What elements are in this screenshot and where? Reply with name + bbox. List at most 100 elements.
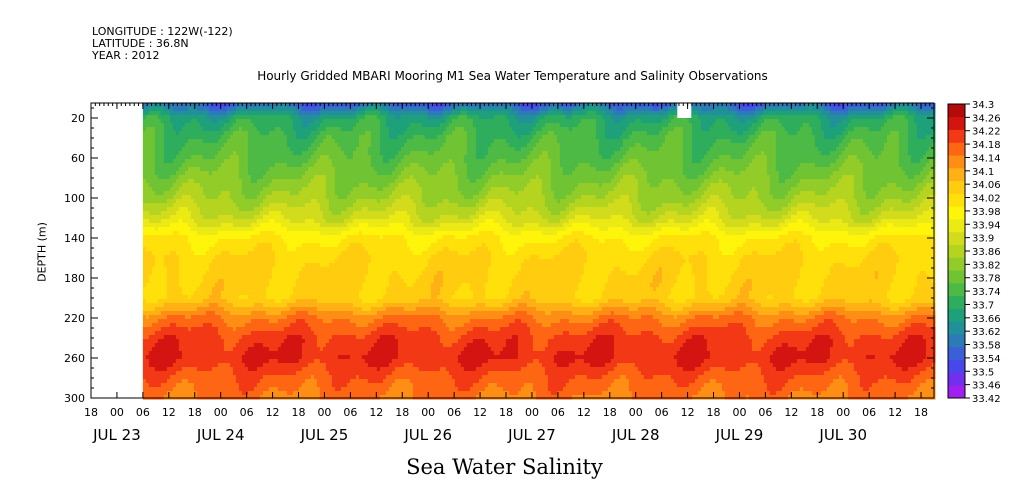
heatmap-cell	[226, 227, 231, 232]
heatmap-cell	[220, 323, 225, 328]
heatmap-cell	[229, 259, 234, 264]
heatmap-cell	[160, 383, 165, 388]
heatmap-cell	[187, 219, 192, 224]
heatmap-cell	[187, 395, 192, 400]
heatmap-cell	[217, 315, 222, 320]
heatmap-cell	[157, 315, 162, 320]
heatmap-cell	[184, 243, 189, 248]
heatmap-cell	[181, 339, 186, 344]
heatmap-cell	[142, 227, 147, 232]
heatmap-cell	[193, 367, 198, 372]
heatmap-cell	[157, 127, 162, 132]
heatmap-cell	[151, 111, 156, 116]
heatmap-cell	[166, 375, 171, 380]
heatmap-cell	[175, 259, 180, 264]
heatmap-cell	[232, 179, 237, 184]
heatmap-cell	[217, 223, 222, 228]
heatmap-cell	[142, 319, 147, 324]
heatmap-cell	[220, 343, 225, 348]
heatmap-cell	[184, 283, 189, 288]
heatmap-cell	[166, 219, 171, 224]
heatmap-cell	[154, 323, 159, 328]
heatmap-cell	[178, 371, 183, 376]
heatmap-cell	[163, 343, 168, 348]
heatmap-cell	[172, 271, 177, 276]
heatmap-cell	[169, 155, 174, 160]
heatmap-cell	[145, 191, 150, 196]
heatmap-cell	[199, 139, 204, 144]
heatmap-cell	[223, 199, 228, 204]
heatmap-cell	[223, 275, 228, 280]
heatmap-cell	[235, 151, 240, 156]
heatmap-cell	[172, 163, 177, 168]
heatmap-cell	[148, 115, 153, 120]
heatmap-cell	[175, 315, 180, 320]
heatmap-cell	[190, 171, 195, 176]
heatmap-cell	[148, 199, 153, 204]
heatmap-cell	[181, 263, 186, 268]
heatmap-cell	[196, 143, 201, 148]
heatmap-cell	[211, 235, 216, 240]
heatmap-cell	[220, 107, 225, 112]
heatmap-cell	[166, 319, 171, 324]
heatmap-cell	[220, 179, 225, 184]
heatmap-cell	[181, 311, 186, 316]
heatmap-cell	[202, 223, 207, 228]
heatmap-cell	[148, 347, 153, 352]
heatmap-cell	[190, 259, 195, 264]
heatmap-cell	[142, 371, 147, 376]
heatmap-cell	[208, 339, 213, 344]
heatmap-cell	[226, 299, 231, 304]
heatmap-cell	[187, 359, 192, 364]
heatmap-cell	[145, 327, 150, 332]
heatmap-cell	[220, 159, 225, 164]
heatmap-cell	[196, 159, 201, 164]
longitude-label: LONGITUDE : 122W(-122)	[92, 26, 233, 37]
heatmap-cell	[163, 271, 168, 276]
heatmap-cell	[190, 291, 195, 296]
heatmap-cell	[214, 335, 219, 340]
heatmap-cell	[184, 287, 189, 292]
heatmap-cell	[190, 279, 195, 284]
heatmap-cell	[175, 123, 180, 128]
heatmap-cell	[202, 199, 207, 204]
heatmap-cell	[229, 247, 234, 252]
heatmap-cell	[157, 135, 162, 140]
heatmap-cell	[190, 107, 195, 112]
heatmap-cell	[226, 283, 231, 288]
heatmap-cell	[154, 155, 159, 160]
heatmap-cell	[154, 171, 159, 176]
heatmap-cell	[157, 235, 162, 240]
heatmap-cell	[226, 391, 231, 396]
heatmap-cell	[187, 143, 192, 148]
heatmap-cell	[232, 251, 237, 256]
heatmap-cell	[211, 167, 216, 172]
heatmap-cell	[205, 347, 210, 352]
heatmap-cell	[214, 315, 219, 320]
heatmap-cell	[205, 355, 210, 360]
heatmap-cell	[214, 339, 219, 344]
heatmap-cell	[148, 391, 153, 396]
heatmap-cell	[163, 291, 168, 296]
heatmap-cell	[199, 279, 204, 284]
heatmap-cell	[205, 239, 210, 244]
heatmap-cell	[232, 319, 237, 324]
heatmap-cell	[190, 131, 195, 136]
heatmap-cell	[235, 111, 240, 116]
heatmap-cell	[154, 375, 159, 380]
heatmap-cell	[187, 179, 192, 184]
heatmap-cell	[226, 199, 231, 204]
heatmap-cell	[214, 111, 219, 116]
heatmap-cell	[178, 343, 183, 348]
heatmap-cell	[151, 395, 156, 400]
heatmap-cell	[208, 111, 213, 116]
heatmap-cell	[163, 195, 168, 200]
heatmap-cell	[154, 139, 159, 144]
heatmap-cell	[232, 199, 237, 204]
heatmap-cell	[211, 383, 216, 388]
heatmap-cell	[175, 283, 180, 288]
heatmap-cell	[202, 175, 207, 180]
heatmap-cell	[181, 275, 186, 280]
heatmap-cell	[223, 227, 228, 232]
heatmap-cell	[217, 307, 222, 312]
